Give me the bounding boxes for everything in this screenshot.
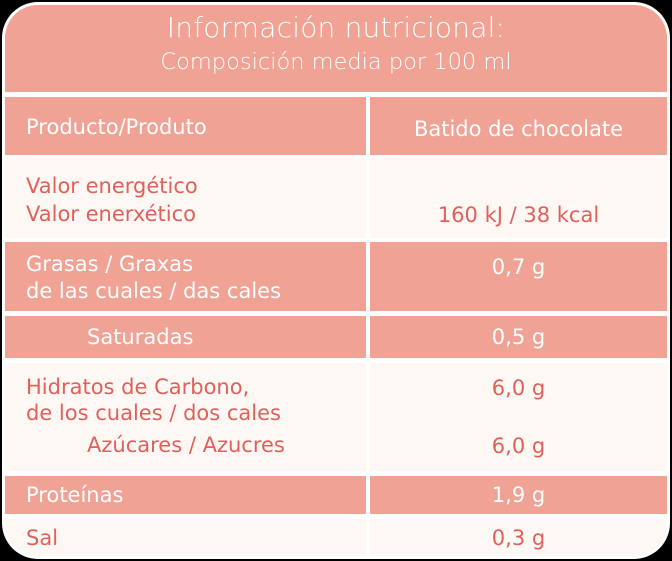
- row-fat-value: 0,7 g: [370, 242, 667, 311]
- row-label-line: Sal: [26, 526, 59, 550]
- row-value: 6,0 g: [491, 434, 546, 458]
- nutrition-table: Información nutricional: Composición med…: [5, 5, 667, 556]
- row-salt-value: 0,3 g: [370, 519, 667, 556]
- header-title: Información nutricional:: [166, 11, 506, 44]
- row-label-line: de los cuales / dos cales: [26, 401, 281, 425]
- column-header-product: Batido de chocolate: [370, 97, 667, 155]
- row-label-line: Grasas / Graxas: [26, 252, 193, 276]
- row-label-line: Valor energético: [26, 174, 198, 198]
- column-header-label: Producto/Produto: [5, 97, 366, 155]
- column-product-text: Batido de chocolate: [413, 117, 624, 141]
- row-value: 160 kJ / 38 kcal: [437, 203, 600, 227]
- row-value: 0,5 g: [491, 325, 546, 349]
- row-label-line: Proteínas: [26, 483, 124, 507]
- row-label-line: Valor enerxético: [26, 202, 196, 226]
- row-saturated-label: Saturadas: [5, 316, 366, 358]
- row-protein-value: 1,9 g: [370, 476, 667, 514]
- header-subtitle: Composición media por 100 ml: [160, 49, 512, 75]
- row-label-line: Saturadas: [87, 325, 194, 349]
- column-label-text: Producto/Produto: [26, 115, 207, 139]
- row-energy-value: 160 kJ / 38 kcal: [370, 158, 667, 238]
- row-energy-label: Valor energético Valor enerxético: [5, 158, 366, 238]
- row-value: 0,3 g: [491, 526, 546, 550]
- row-carbohydrates-label: Hidratos de Carbono, de los cuales / dos…: [5, 363, 366, 471]
- row-saturated-value: 0,5 g: [370, 316, 667, 358]
- row-label-line: Hidratos de Carbono,: [26, 375, 250, 399]
- row-value: 0,7 g: [491, 255, 546, 279]
- row-protein-label: Proteínas: [5, 476, 366, 514]
- table-header: Información nutricional: Composición med…: [5, 5, 667, 92]
- row-label-line: de las cuales / das cales: [26, 279, 282, 303]
- row-fat-label: Grasas / Graxas de las cuales / das cale…: [5, 242, 366, 311]
- row-salt-label: Sal: [5, 519, 366, 556]
- row-value: 1,9 g: [491, 483, 546, 507]
- row-carbohydrates-value: 6,0 g 6,0 g: [370, 363, 667, 471]
- row-value: 6,0 g: [491, 376, 546, 400]
- row-label-line: Azúcares / Azucres: [87, 433, 285, 457]
